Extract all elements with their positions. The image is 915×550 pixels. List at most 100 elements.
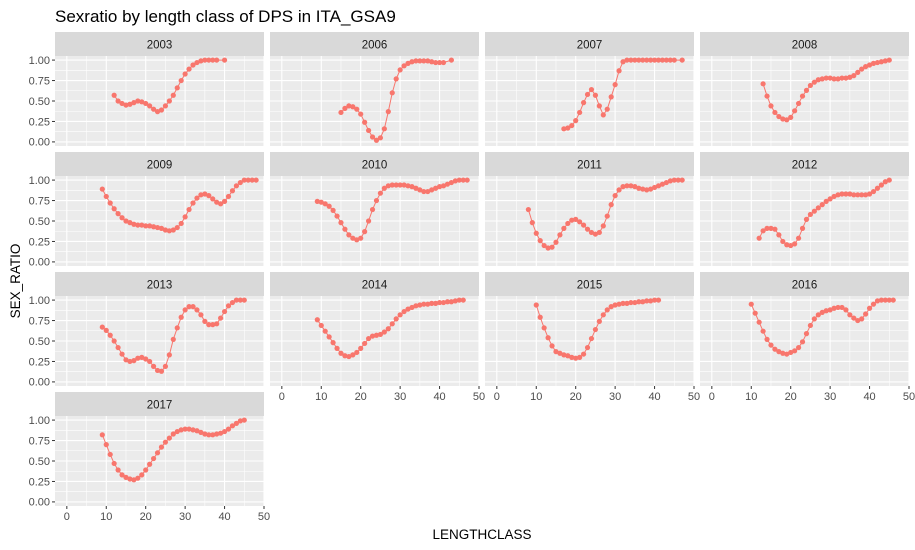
y-tick-label: 0.25 — [29, 356, 50, 368]
y-tick-label: 0.00 — [29, 257, 50, 269]
x-tick-label: 0 — [709, 391, 715, 403]
data-point — [318, 199, 324, 205]
data-point — [440, 183, 447, 189]
data-point — [425, 58, 431, 64]
data-point — [429, 59, 435, 65]
data-point — [139, 222, 145, 228]
data-point — [460, 297, 466, 303]
data-point — [314, 317, 320, 323]
y-tick-label: 0.50 — [29, 336, 50, 348]
data-point — [166, 435, 172, 441]
data-point — [322, 201, 328, 207]
data-point — [397, 67, 403, 73]
x-tick-label: 40 — [648, 391, 660, 403]
data-point — [182, 214, 188, 220]
data-point — [158, 444, 165, 450]
data-point — [573, 216, 579, 222]
panel-strip-label: 2016 — [792, 280, 818, 292]
data-point — [206, 57, 212, 63]
y-tick-label: 0.75 — [29, 435, 50, 447]
data-point — [210, 196, 216, 202]
data-point — [425, 301, 431, 307]
data-point — [803, 331, 810, 337]
data-point — [584, 91, 591, 98]
x-tick-label: 30 — [609, 391, 621, 403]
data-point — [154, 109, 161, 115]
data-point — [436, 299, 443, 306]
data-point — [604, 307, 610, 313]
data-point — [675, 177, 681, 183]
data-point — [553, 349, 559, 355]
data-point — [369, 134, 376, 140]
data-point — [389, 90, 395, 96]
data-point — [154, 367, 161, 374]
data-point — [573, 355, 579, 361]
data-point — [373, 332, 380, 338]
data-point — [369, 206, 376, 213]
panel-2015: 2015 0 10 20 30 40 50 — [485, 272, 700, 403]
data-point — [823, 75, 829, 81]
data-point — [843, 75, 849, 81]
x-tick-label: 10 — [745, 391, 757, 403]
data-point — [174, 325, 180, 331]
x-tick-label: 10 — [530, 391, 542, 403]
data-point — [866, 191, 873, 197]
data-point — [811, 208, 817, 214]
data-point — [158, 107, 165, 113]
data-point — [373, 197, 380, 204]
data-point — [620, 300, 626, 306]
data-point — [115, 467, 121, 473]
data-point — [863, 64, 869, 70]
data-point — [815, 77, 821, 83]
data-point — [358, 235, 364, 241]
data-point — [198, 312, 204, 318]
data-point — [233, 297, 239, 303]
data-point — [150, 363, 157, 369]
data-point — [362, 229, 368, 235]
data-point — [127, 101, 133, 107]
data-point — [608, 202, 614, 208]
data-point — [604, 106, 610, 112]
data-point — [444, 299, 451, 305]
data-point — [401, 182, 407, 188]
data-point — [764, 225, 770, 231]
panel-strip-label: 2015 — [577, 280, 603, 292]
data-point — [127, 358, 133, 365]
y-tick-label: 1.00 — [29, 55, 50, 67]
data-point — [624, 183, 630, 189]
data-point — [147, 461, 153, 467]
panel-strip — [270, 152, 479, 176]
data-point — [131, 221, 137, 227]
data-point — [107, 200, 113, 206]
x-tick-label: 50 — [903, 391, 915, 403]
data-point — [135, 475, 141, 481]
data-point — [409, 304, 415, 311]
panel-strip — [700, 272, 909, 296]
data-point — [413, 58, 419, 64]
data-point — [417, 58, 423, 64]
data-point — [529, 220, 535, 226]
data-point — [147, 103, 153, 109]
data-point — [764, 336, 770, 342]
y-tick-label: 0.50 — [29, 96, 50, 108]
data-point — [644, 298, 650, 304]
x-tick-label: 40 — [433, 391, 445, 403]
data-point — [659, 181, 666, 187]
data-point — [768, 342, 774, 348]
data-point — [448, 179, 454, 186]
data-point — [784, 351, 790, 357]
data-point — [350, 352, 356, 358]
data-point — [807, 211, 814, 218]
data-point — [827, 196, 833, 202]
data-point — [784, 117, 790, 123]
data-point — [194, 195, 200, 201]
x-tick-label: 30 — [179, 511, 191, 523]
data-point — [655, 57, 662, 63]
data-point — [549, 343, 555, 349]
data-point — [166, 98, 172, 104]
data-point — [210, 57, 216, 63]
data-point — [456, 177, 462, 183]
data-point — [772, 346, 778, 352]
panel-strip-label: 2008 — [792, 40, 818, 52]
data-point — [346, 353, 352, 360]
